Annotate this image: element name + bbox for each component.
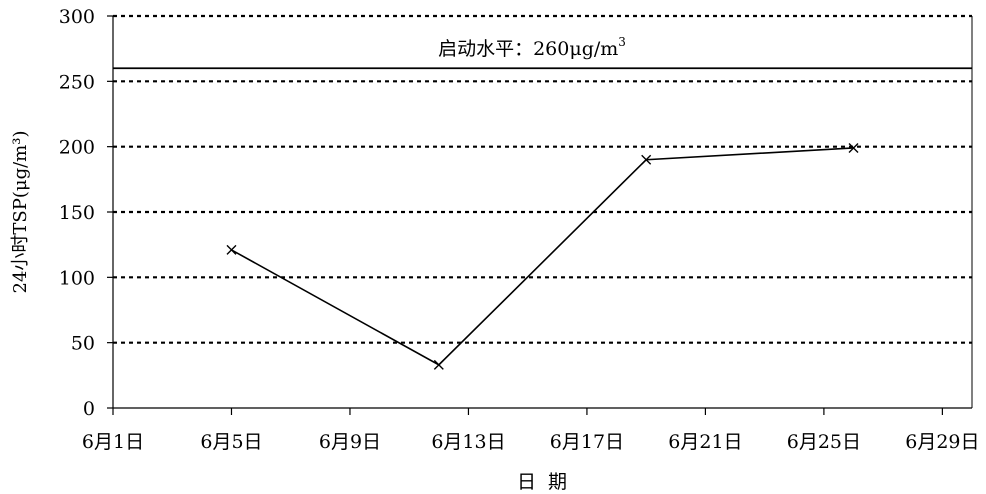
x-tick-label: 6月9日 (319, 431, 381, 453)
x-tick-label: 6月1日 (82, 431, 144, 453)
marker-stroke (226, 244, 237, 255)
gridlines (113, 14, 972, 344)
x-axis-title: 日 期 (517, 471, 567, 493)
axes (107, 15, 973, 415)
y-tick-label: 100 (59, 267, 95, 289)
x-tick-label: 6月17日 (550, 431, 624, 453)
tick-labels: 0 50 100 150 200 250 300 6月1日 6月5日 6月9日 6月13日 6月17日… (59, 6, 980, 453)
x-tick-label: 6月21日 (668, 431, 742, 453)
data-point-marker (433, 359, 444, 370)
data-point-marker (641, 154, 652, 165)
reference-line-label: 启动水平：260μg/m3 (438, 35, 626, 60)
y-axis-title: 24小时TSP(μg/m³) (10, 131, 31, 294)
data-point-marker (226, 244, 237, 255)
y-tick-label: 300 (59, 6, 95, 28)
y-tick-label: 150 (59, 202, 95, 224)
y-tick-label: 50 (71, 333, 95, 355)
y-tick-label: 250 (59, 71, 95, 93)
x-tick-label: 6月25日 (787, 431, 861, 453)
marker-stroke (848, 142, 859, 153)
marker-stroke (433, 359, 444, 370)
x-tick-label: 6月5日 (200, 431, 262, 453)
marker-stroke (641, 154, 652, 165)
series-line (231, 147, 854, 366)
y-tick-label: 200 (59, 137, 95, 159)
series-tsp (226, 142, 859, 370)
x-tick-label: 6月13日 (431, 431, 505, 453)
x-tick-label: 6月29日 (905, 431, 979, 453)
y-tick-label: 0 (83, 398, 95, 420)
reference-line-group: 启动水平：260μg/m3 (113, 35, 972, 70)
data-point-marker (848, 142, 859, 153)
